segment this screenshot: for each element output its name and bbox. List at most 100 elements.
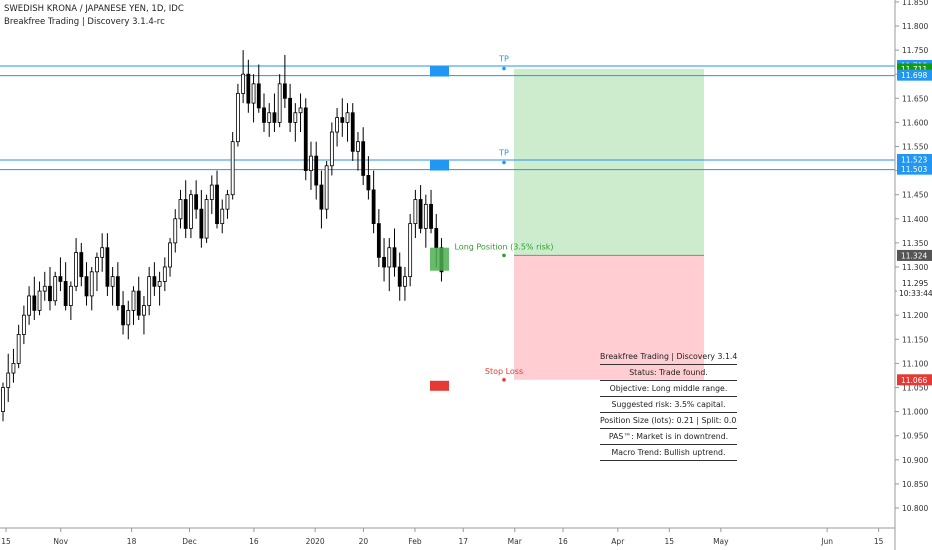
price-badge-label: 11.503: [901, 165, 927, 174]
stop-loss-label: Stop Loss: [485, 367, 523, 376]
candle-body: [131, 290, 136, 311]
candle-body: [303, 107, 308, 172]
tp2-dot: [502, 160, 506, 165]
price-tick-label: 11.450: [902, 191, 928, 200]
candle-body: [37, 290, 42, 311]
time-tick-label: Mar: [508, 537, 523, 546]
candle-body: [272, 112, 277, 123]
time-tick-label: Jun: [820, 537, 833, 546]
info-line: Objective: Long middle range.: [600, 381, 737, 397]
price-tick-label: 11.100: [902, 359, 928, 368]
position-zones: [514, 68, 704, 380]
candle-body: [434, 228, 439, 249]
candle-body: [74, 252, 78, 287]
candle-body: [387, 247, 392, 268]
price-tick-label: 11.550: [902, 143, 928, 152]
level-lines: [0, 65, 895, 171]
candle-body: [282, 83, 287, 99]
time-tick-label: 20: [359, 537, 369, 546]
stop-dot: [502, 377, 506, 382]
candle-body: [366, 175, 371, 191]
price-tick-label: 10.850: [902, 480, 928, 489]
price-axis[interactable]: 11.85011.80011.75011.70011.65011.60011.5…: [894, 0, 932, 550]
time-tick-label: 18: [127, 537, 137, 546]
candle-body: [204, 199, 209, 239]
price-tick-label: 11.200: [902, 311, 928, 320]
candle-body: [319, 184, 324, 210]
price-tick-label: 11.050: [902, 384, 928, 393]
candle-body: [246, 73, 251, 104]
candle-body: [115, 276, 120, 306]
candles: [1, 50, 444, 422]
candle-body: [173, 218, 178, 244]
candle-body: [220, 208, 225, 225]
candle-body: [309, 155, 313, 171]
candle-body: [251, 83, 256, 104]
candle-body: [262, 107, 266, 123]
long-position-label: Long Position (3.5% risk): [454, 242, 553, 251]
time-tick-label: 15: [1, 537, 11, 546]
long-dot: [502, 253, 506, 258]
time-tick-label: Feb: [408, 537, 422, 546]
time-tick-label: Dec: [182, 537, 197, 546]
candle-body: [162, 266, 167, 282]
candle-body: [100, 247, 105, 258]
candle-body: [126, 309, 131, 326]
candle-body: [58, 276, 63, 282]
info-title: Breakfree Trading | Discovery 3.1.4-rc: [600, 349, 737, 365]
price-tick-label: 11.400: [902, 215, 928, 224]
candle-body: [79, 252, 84, 278]
candle-body: [32, 295, 37, 311]
time-tick-label: 16: [249, 537, 259, 546]
candle-body: [16, 334, 21, 364]
info-line: Position Size (lots): 0.21 | Split: 0.05: [600, 413, 737, 429]
candle-body: [230, 141, 235, 196]
stop-zone: [514, 255, 704, 380]
price-badge: [897, 69, 932, 81]
candle-body: [21, 314, 26, 335]
candle-body: [11, 362, 16, 374]
time-axis[interactable]: 15 Nov 18 Dec 16 2020 20 Feb 17 Mar 16 Apr 15 May Jun 1…: [0, 527, 895, 546]
candle-body: [241, 73, 246, 94]
candle-body: [288, 97, 293, 123]
tp2-label: TP: [498, 149, 509, 158]
candle-body: [423, 203, 428, 229]
price-badge: [897, 154, 932, 166]
price-tick-label: 10.900: [902, 456, 928, 465]
candle-body: [209, 184, 214, 200]
candle-body: [215, 184, 219, 225]
price-badge-label: 11.066: [901, 376, 927, 385]
candle-body: [267, 112, 272, 123]
price-badge-label: 11.324: [901, 251, 927, 260]
chart-title: SWEDISH KRONA / JAPANESE YEN, 1D, IDC: [4, 4, 184, 14]
candle-body: [429, 203, 433, 229]
tp1-label: TP: [498, 55, 509, 64]
price-tick-label: 11.800: [902, 22, 928, 31]
candle-body: [418, 199, 423, 229]
candle-body: [121, 305, 125, 326]
time-tick-label: 15: [874, 537, 884, 546]
candle-body: [314, 155, 319, 186]
countdown-label: 10:33:44: [899, 289, 932, 298]
candle-body: [152, 276, 157, 287]
candle-body: [95, 256, 99, 273]
price-tick-label: 11.600: [902, 118, 928, 127]
candle-body: [298, 107, 303, 114]
candle-body: [293, 112, 298, 123]
info-line: PAS™: Market is in downtrend.: [600, 429, 737, 445]
price-tick-label: 11.000: [902, 408, 928, 417]
candle-body: [350, 112, 355, 152]
candle-body: [168, 242, 172, 268]
candle-body: [345, 112, 350, 123]
time-tick-label: Nov: [53, 537, 68, 546]
candle-body: [376, 223, 381, 258]
candle-body: [256, 83, 261, 109]
time-tick-label: 15: [665, 537, 675, 546]
price-badge: [897, 163, 932, 175]
candle-body: [110, 276, 115, 287]
tp1-dot: [502, 66, 506, 71]
candle-body: [397, 266, 402, 287]
time-tick-label: Apr: [611, 537, 625, 546]
indicator-label[interactable]: Breakfree Trading | Discovery 3.1.4-rc: [4, 17, 165, 27]
